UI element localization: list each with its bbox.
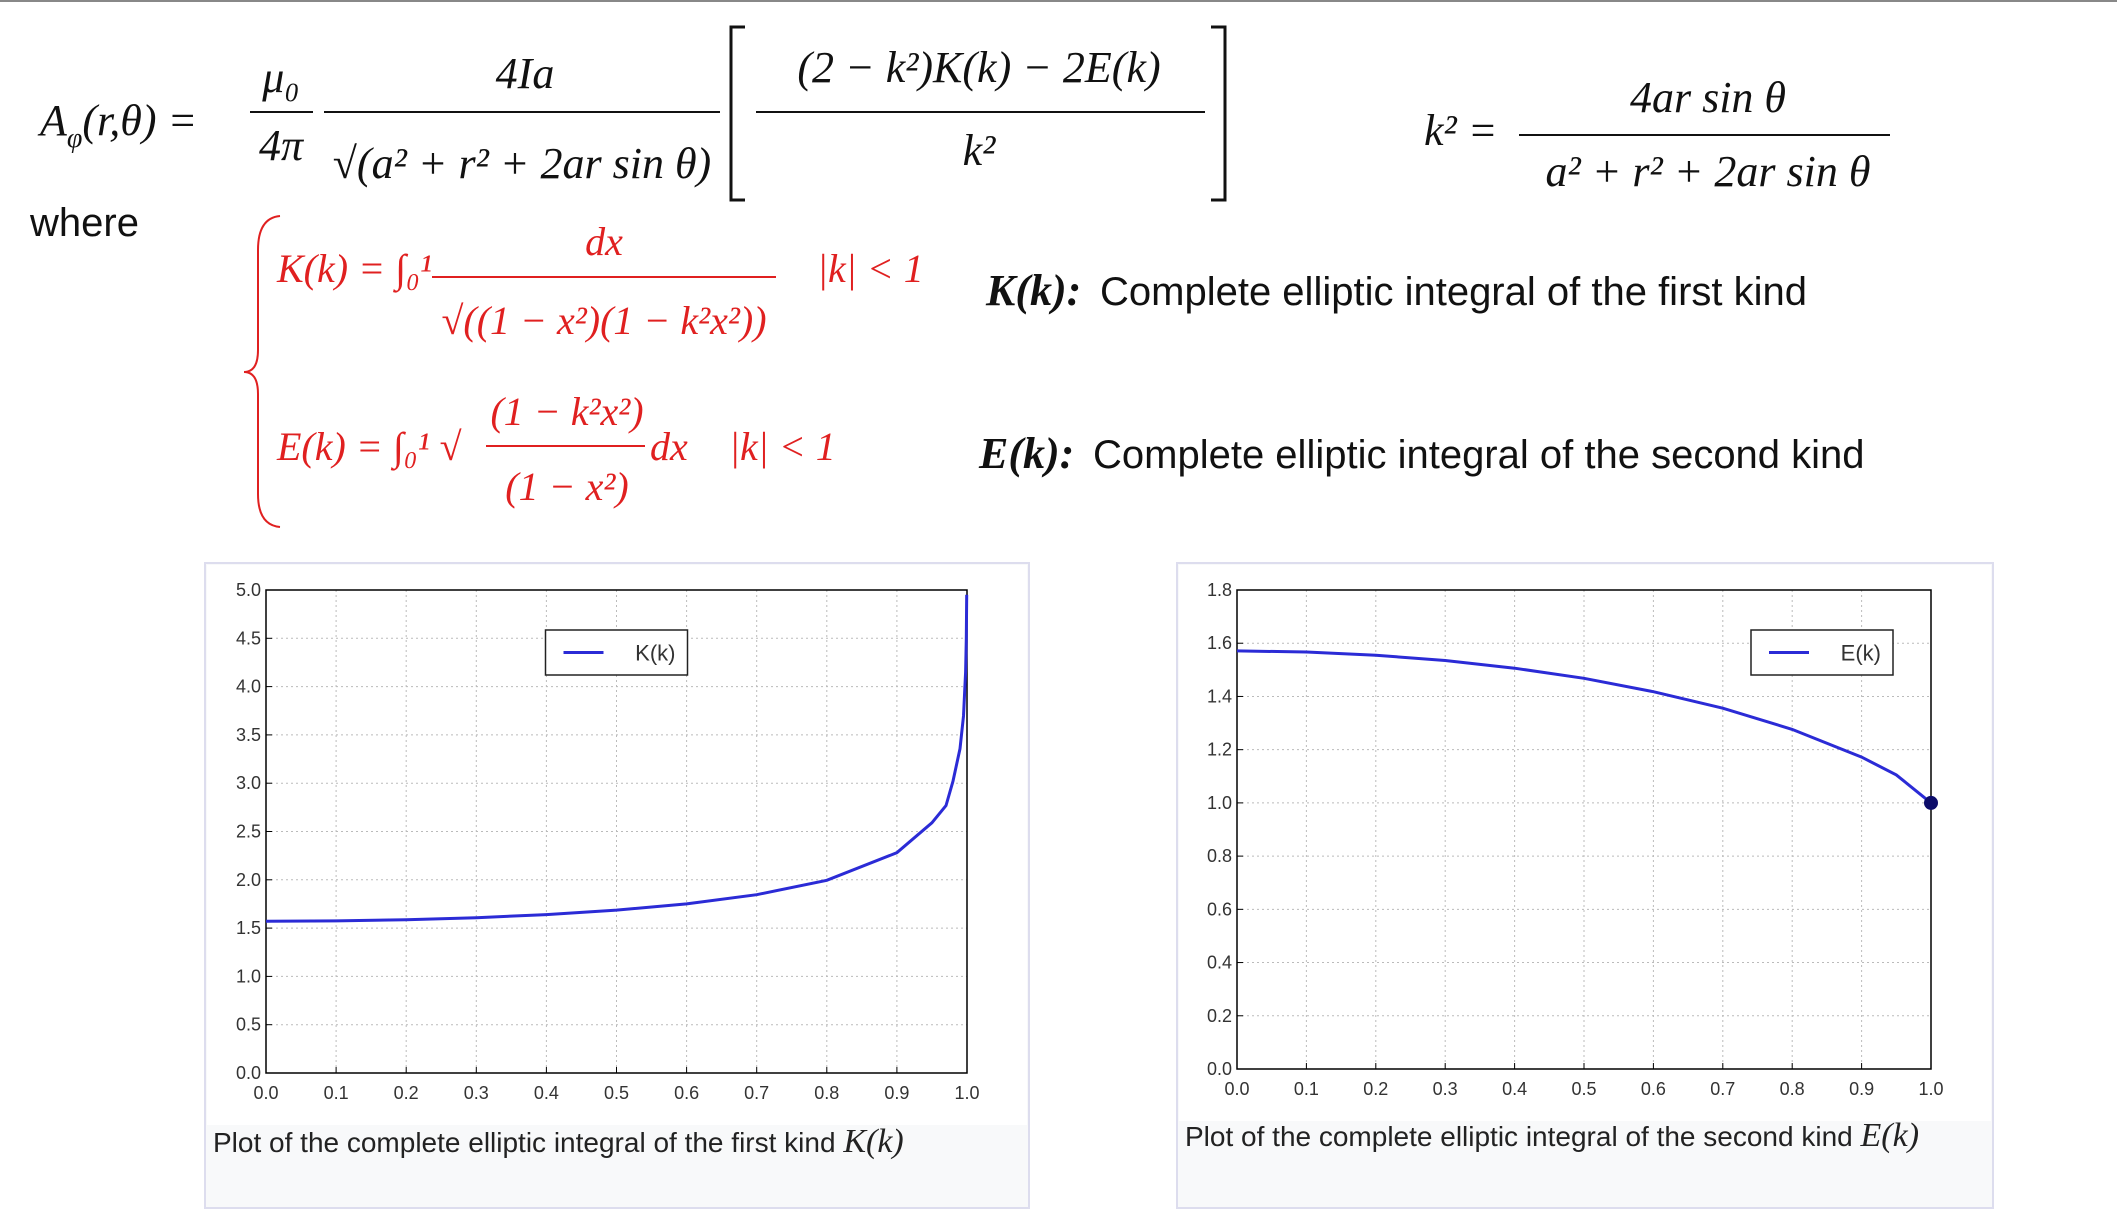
x-tick-label: 0.0 [1224,1079,1249,1099]
x-tick-label: 0.9 [1849,1079,1874,1099]
y-tick-label: 3.0 [236,773,261,793]
y-tick-label: 5.0 [236,580,261,600]
numerator: (2 − k²)K(k) − 2E(k) [797,43,1160,92]
args: (r,θ) = [82,96,197,145]
y-tick-label: 0.8 [1207,846,1232,866]
y-tick-label: 2.0 [236,870,261,890]
y-tick-label: 3.5 [236,725,261,745]
plot-border [265,589,968,1074]
numerator: μ₀ [261,53,299,102]
plot-border [1236,589,1932,1070]
denominator: (1 − x²) [505,464,628,509]
description-symbol: E(k): [978,429,1074,478]
caption-text: Plot of the complete elliptic integral o… [1185,1121,1853,1152]
x-tick-label: 0.8 [1780,1079,1805,1099]
x-tick-label: 0.7 [744,1083,769,1103]
formula-lhs: k² = [1424,106,1497,155]
legend-label: E(k) [1841,641,1881,666]
denominator: k² [963,126,997,175]
x-tick-label: 0.5 [604,1083,629,1103]
numerator: 4Ia [496,49,555,98]
caption: Plot of the complete elliptic integral o… [1185,1114,1950,1159]
definition-lhs: K(k) = ∫₀¹ [276,246,432,293]
x-tick-label: 0.8 [814,1083,839,1103]
x-tick-label: 0.7 [1710,1079,1735,1099]
y-tick-label: 0.0 [1207,1059,1232,1079]
symbol: A [37,96,68,145]
y-tick-label: 4.5 [236,628,261,648]
y-tick-label: 4.0 [236,677,261,697]
where-label: where [29,201,139,245]
end-marker [1924,795,1938,810]
data-line [1236,649,1932,805]
x-tick-label: 0.3 [464,1083,489,1103]
denominator: 4π [259,121,305,170]
x-tick-label: 0.2 [394,1083,419,1103]
condition: |k| < 1 [817,246,924,291]
x-tick-label: 1.0 [1918,1079,1943,1099]
y-tick-label: 1.2 [1207,740,1232,760]
caption-symbol: K(k) [843,1123,904,1160]
x-tick-label: 0.3 [1433,1079,1458,1099]
y-tick-label: 1.8 [1207,580,1232,600]
numerator: dx [585,219,623,264]
legend-label: K(k) [635,641,675,666]
caption: Plot of the complete elliptic integral o… [213,1120,978,1165]
data-line [265,594,969,923]
x-tick-label: 1.0 [954,1083,979,1103]
numerator: 4ar sin θ [1630,73,1786,122]
brackets [729,25,1227,202]
y-tick-label: 1.0 [236,966,261,986]
chart: 0.0 0.2 0.4 0.6 0.8 1.0 1.2 1.4 1.6 1.8 0.0 0.1 0.2 0… [1176,562,1994,1209]
y-tick-label: 0.5 [236,1015,261,1035]
x-tick-label: 0.0 [253,1083,278,1103]
numerator: (1 − k²x²) [490,389,643,434]
y-tick-label: 0.0 [236,1063,261,1083]
denominator: a² + r² + 2ar sin θ [1546,147,1871,196]
x-tick-label: 0.6 [1641,1079,1666,1099]
description-text: Complete elliptic integral of the first … [1100,270,1807,314]
y-tick-label: 1.4 [1207,686,1232,706]
chart: 0.0 0.5 1.0 1.5 2.0 2.5 3.0 3.5 4.0 4.5 5.0 0.0 0.1 0… [204,562,1030,1209]
y-tick-label: 1.5 [236,918,261,938]
x-tick-label: 0.6 [674,1083,699,1103]
description-text: Complete elliptic integral of the second… [1093,433,1865,477]
y-tick-label: 0.2 [1207,1006,1232,1026]
y-tick-label: 0.4 [1207,953,1232,973]
caption-symbol: E(k) [1860,1117,1920,1154]
condition: |k| < 1 [729,424,836,469]
y-tick-label: 1.6 [1207,633,1232,653]
denominator: √((1 − x²)(1 − k²x²)) [441,298,766,343]
x-tick-label: 0.4 [534,1083,559,1103]
definition-lhs: E(k) = ∫₀¹ √ [276,424,462,471]
description-symbol: K(k): [985,266,1081,315]
x-tick-label: 0.1 [324,1083,349,1103]
caption-text: Plot of the complete elliptic integral o… [213,1127,836,1158]
x-tick-label: 0.9 [884,1083,909,1103]
x-tick-label: 0.4 [1502,1079,1527,1099]
y-tick-label: 2.5 [236,822,261,842]
x-tick-label: 0.2 [1363,1079,1388,1099]
y-tick-label: 1.0 [1207,793,1232,813]
formula-lhs: Aφ(r,θ) = [37,96,197,154]
x-tick-label: 0.5 [1571,1079,1596,1099]
denominator: √(a² + r² + 2ar sin θ) [333,139,711,188]
y-tick-label: 0.6 [1207,899,1232,919]
differential: dx [650,424,688,469]
x-tick-label: 0.1 [1294,1079,1319,1099]
subscript: φ [67,123,83,154]
brace [243,215,281,528]
